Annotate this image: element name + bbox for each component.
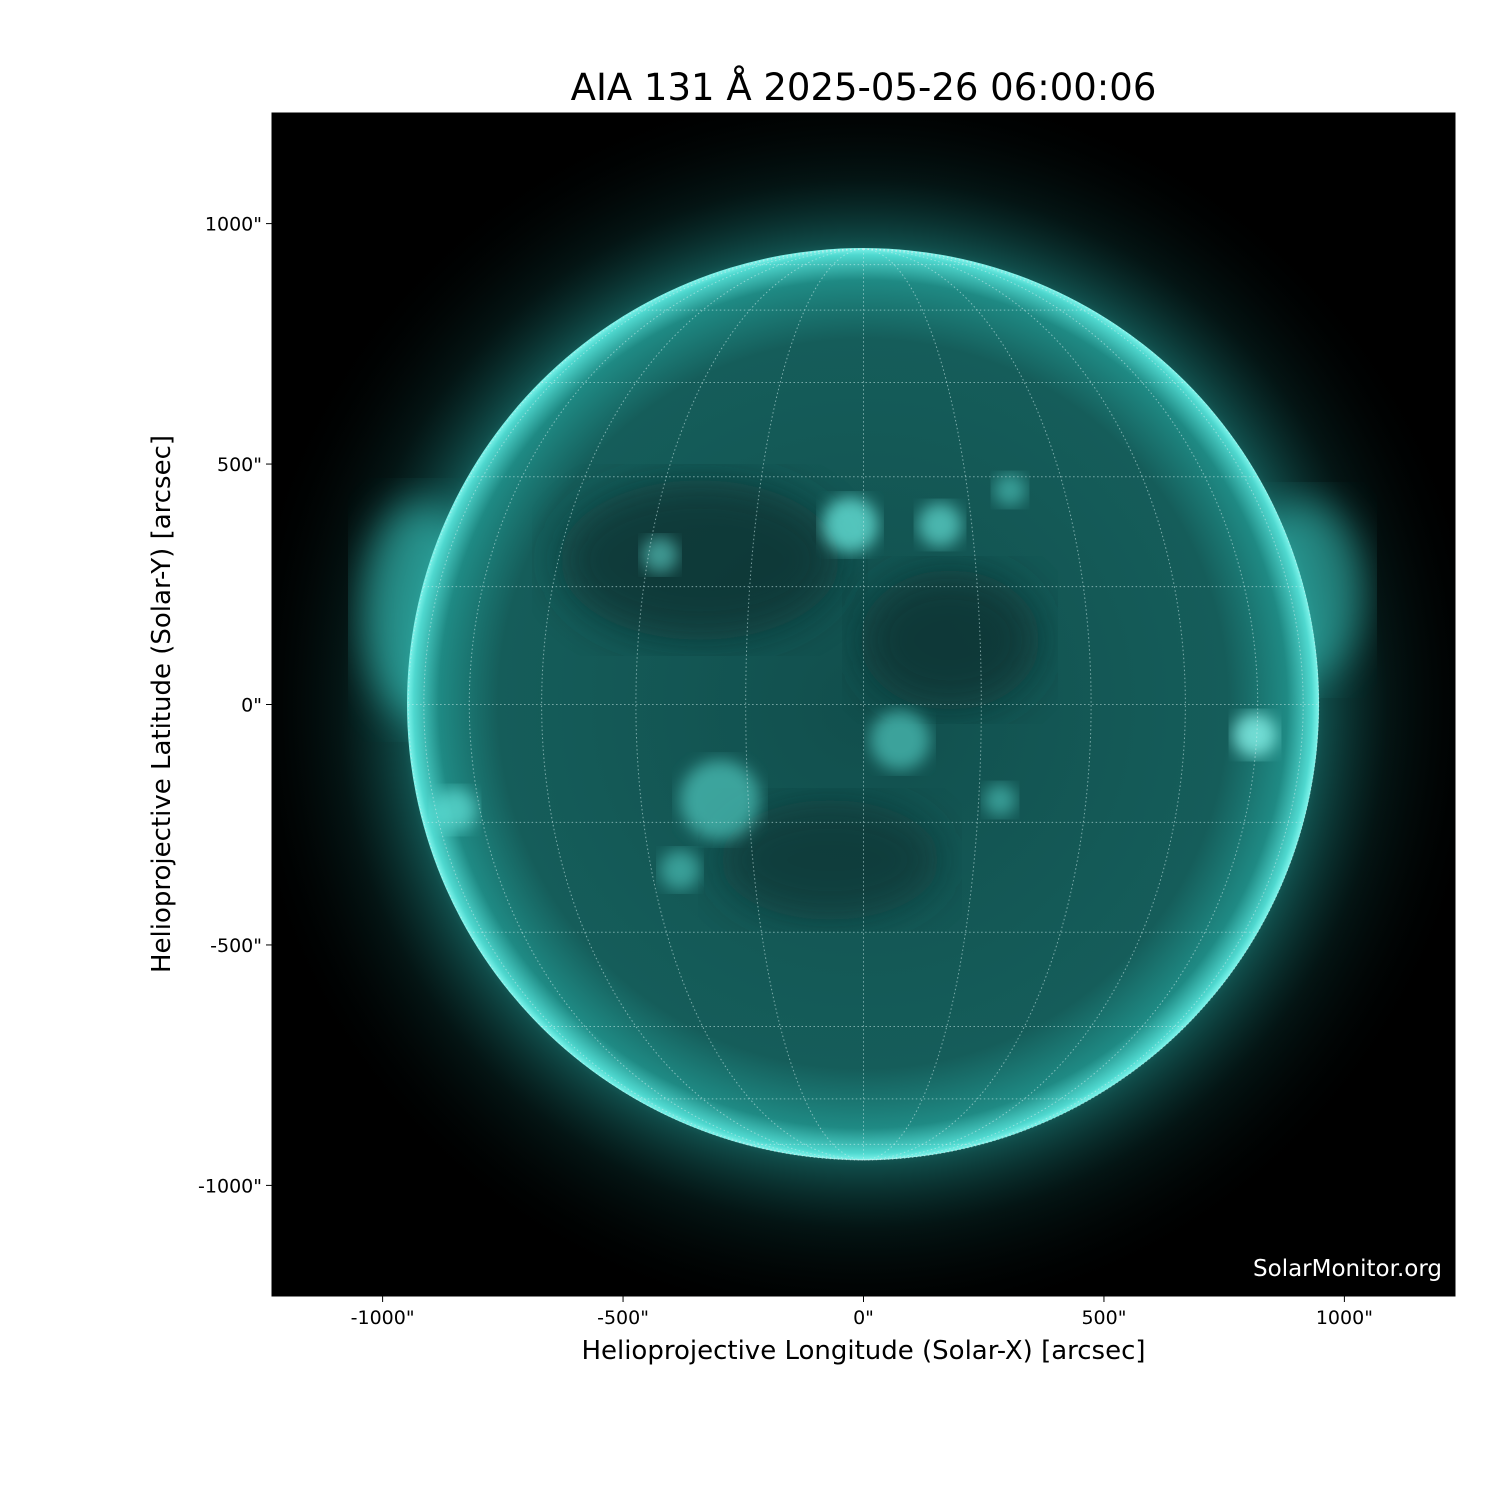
active-regions <box>433 474 1277 920</box>
y-axis-label: Helioprojective Latitude (Solar-Y) [arcs… <box>147 434 177 974</box>
axis-ticks: -1000" -500" 0" 500" 1000" 1000" 500" 0" -500" -1… <box>198 214 1373 1329</box>
x-tick-label: -500" <box>597 1307 649 1329</box>
y-tick-label: 500" <box>217 454 262 476</box>
x-tick-label: 500" <box>1081 1307 1126 1329</box>
plot-title: AIA 131 Å 2025-05-26 06:00:06 <box>570 66 1157 109</box>
heliographic-grid <box>407 248 1320 1161</box>
longitude-line <box>863 248 1092 1161</box>
watermark: SolarMonitor.org <box>1253 1256 1442 1282</box>
longitude-line <box>745 248 864 1161</box>
longitude-line <box>863 248 1259 1161</box>
x-tick-label: 0" <box>853 1307 874 1329</box>
image-area <box>272 113 1455 1296</box>
y-tick-label: 1000" <box>205 214 262 236</box>
x-tick-label: -1000" <box>351 1307 415 1329</box>
x-axis-label: Helioprojective Longitude (Solar-X) [arc… <box>581 1336 1146 1366</box>
y-tick-label: -1000" <box>198 1175 262 1197</box>
x-tick-label: 1000" <box>1316 1307 1373 1329</box>
longitude-line <box>635 248 864 1161</box>
y-tick-label: -500" <box>210 935 262 957</box>
y-tick-label: 0" <box>241 695 262 717</box>
longitude-line <box>863 248 982 1161</box>
longitude-line <box>468 248 864 1161</box>
solar-disk <box>407 248 1319 1160</box>
